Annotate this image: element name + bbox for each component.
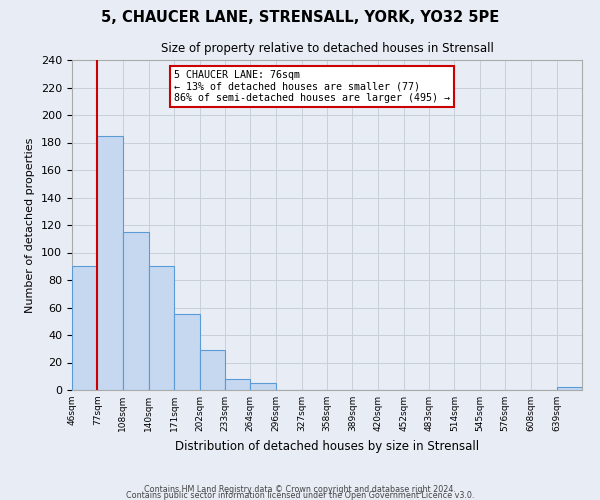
Bar: [122, 232, 149, 390]
Bar: [199, 350, 225, 390]
X-axis label: Distribution of detached houses by size in Strensall: Distribution of detached houses by size …: [175, 440, 479, 452]
Bar: [174, 314, 199, 390]
Bar: [225, 379, 250, 390]
Bar: [97, 136, 122, 390]
Text: 5 CHAUCER LANE: 76sqm
← 13% of detached houses are smaller (77)
86% of semi-deta: 5 CHAUCER LANE: 76sqm ← 13% of detached …: [174, 70, 450, 103]
Bar: [72, 266, 97, 390]
Bar: [149, 266, 174, 390]
Title: Size of property relative to detached houses in Strensall: Size of property relative to detached ho…: [161, 42, 493, 54]
Bar: [250, 383, 277, 390]
Y-axis label: Number of detached properties: Number of detached properties: [25, 138, 35, 312]
Text: Contains HM Land Registry data © Crown copyright and database right 2024.: Contains HM Land Registry data © Crown c…: [144, 484, 456, 494]
Bar: [557, 387, 582, 390]
Text: 5, CHAUCER LANE, STRENSALL, YORK, YO32 5PE: 5, CHAUCER LANE, STRENSALL, YORK, YO32 5…: [101, 10, 499, 25]
Text: Contains public sector information licensed under the Open Government Licence v3: Contains public sector information licen…: [126, 490, 474, 500]
